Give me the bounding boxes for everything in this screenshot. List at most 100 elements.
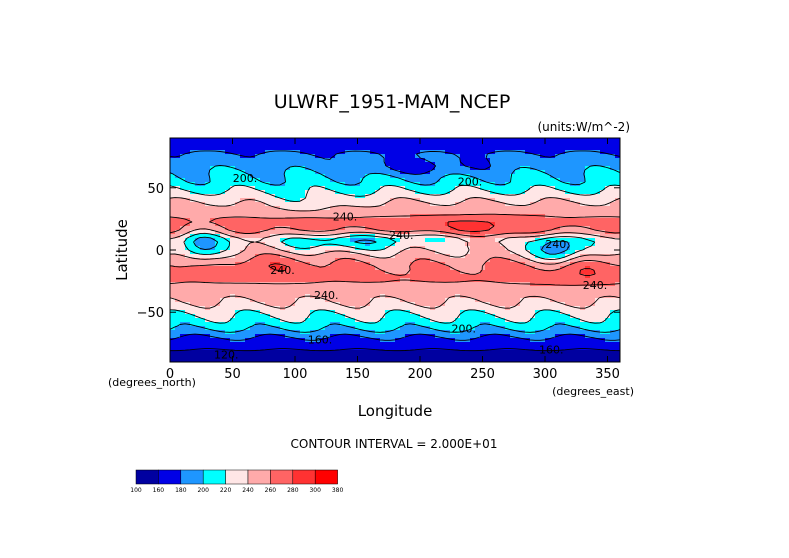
- heatmap-cell: [450, 170, 456, 175]
- heatmap-cell: [345, 190, 351, 195]
- heatmap-cell: [370, 218, 376, 223]
- heatmap-cell: [185, 270, 191, 275]
- heatmap-cell: [225, 226, 231, 231]
- heatmap-cell: [285, 174, 291, 179]
- heatmap-cell: [490, 302, 496, 307]
- heatmap-cell: [365, 210, 371, 215]
- heatmap-cell: [170, 170, 176, 175]
- heatmap-cell: [460, 154, 466, 159]
- heatmap-cell: [455, 214, 461, 219]
- heatmap-cell: [335, 286, 341, 291]
- heatmap-cell: [350, 282, 356, 287]
- heatmap-cell: [415, 342, 421, 347]
- heatmap-cell: [270, 322, 276, 327]
- heatmap-cell: [220, 154, 226, 159]
- heatmap-cell: [265, 290, 271, 295]
- heatmap-cell: [355, 222, 361, 227]
- heatmap-cell: [285, 282, 291, 287]
- heatmap-cell: [460, 194, 466, 199]
- heatmap-cell: [430, 238, 436, 243]
- heatmap-cell: [295, 210, 301, 215]
- heatmap-cell: [290, 198, 296, 203]
- heatmap-cell: [525, 270, 531, 275]
- heatmap-cell: [445, 190, 451, 195]
- heatmap-cell: [445, 186, 451, 191]
- heatmap-cell: [340, 206, 346, 211]
- heatmap-cell: [410, 286, 416, 291]
- heatmap-cell: [220, 218, 226, 223]
- heatmap-cell: [565, 306, 571, 311]
- heatmap-cell: [245, 242, 251, 247]
- heatmap-cell: [265, 162, 271, 167]
- heatmap-cell: [315, 158, 321, 163]
- heatmap-cell: [420, 258, 426, 263]
- heatmap-cell: [230, 166, 236, 171]
- heatmap-cell: [285, 294, 291, 299]
- heatmap-cell: [540, 330, 546, 335]
- heatmap-cell: [515, 246, 521, 251]
- heatmap-cell: [190, 342, 196, 347]
- heatmap-cell: [385, 302, 391, 307]
- heatmap-cell: [450, 318, 456, 323]
- heatmap-cell: [255, 206, 261, 211]
- heatmap-cell: [205, 190, 211, 195]
- heatmap-cell: [240, 274, 246, 279]
- heatmap-cell: [235, 314, 241, 319]
- heatmap-cell: [290, 310, 296, 315]
- heatmap-cell: [495, 310, 501, 315]
- heatmap-cell: [370, 350, 376, 355]
- heatmap-cell: [410, 294, 416, 299]
- heatmap-cell: [480, 274, 486, 279]
- heatmap-cell: [355, 154, 361, 159]
- heatmap-cell: [300, 346, 306, 351]
- heatmap-cell: [400, 326, 406, 331]
- heatmap-cell: [280, 338, 286, 343]
- heatmap-cell: [350, 358, 356, 362]
- heatmap-cell: [615, 142, 620, 147]
- heatmap-cell: [460, 330, 466, 335]
- heatmap-cell: [545, 298, 551, 303]
- heatmap-cell: [510, 306, 516, 311]
- heatmap-cell: [270, 190, 276, 195]
- heatmap-cell: [390, 298, 396, 303]
- heatmap-cell: [450, 142, 456, 147]
- heatmap-cell: [345, 250, 351, 255]
- heatmap-cell: [370, 302, 376, 307]
- heatmap-cell: [385, 290, 391, 295]
- heatmap-cell: [390, 246, 396, 251]
- heatmap-cell: [435, 222, 441, 227]
- heatmap-cell: [505, 354, 511, 359]
- heatmap-cell: [380, 318, 386, 323]
- heatmap-cell: [475, 218, 481, 223]
- heatmap-cell: [345, 298, 351, 303]
- heatmap-cell: [275, 358, 281, 362]
- heatmap-cell: [265, 306, 271, 311]
- heatmap-cell: [510, 326, 516, 331]
- heatmap-cell: [210, 226, 216, 231]
- heatmap-cell: [200, 210, 206, 215]
- heatmap-cell: [215, 258, 221, 263]
- heatmap-cell: [200, 178, 206, 183]
- heatmap-cell: [555, 166, 561, 171]
- heatmap-cell: [385, 346, 391, 351]
- heatmap-cell: [590, 146, 596, 151]
- heatmap-cell: [415, 290, 421, 295]
- heatmap-cell: [230, 154, 236, 159]
- heatmap-cell: [520, 162, 526, 167]
- heatmap-cell: [415, 338, 421, 343]
- heatmap-cell: [335, 266, 341, 271]
- heatmap-cell: [455, 138, 461, 143]
- heatmap-cell: [205, 254, 211, 259]
- heatmap-cell: [415, 170, 421, 175]
- heatmap-cell: [510, 338, 516, 343]
- heatmap-cell: [540, 306, 546, 311]
- heatmap-cell: [240, 242, 246, 247]
- heatmap-cell: [295, 322, 301, 327]
- heatmap-cell: [375, 170, 381, 175]
- heatmap-cell: [435, 246, 441, 251]
- heatmap-cell: [560, 150, 566, 155]
- heatmap-cell: [435, 294, 441, 299]
- heatmap-cell: [340, 218, 346, 223]
- heatmap-cell: [395, 230, 401, 235]
- heatmap-cell: [255, 294, 261, 299]
